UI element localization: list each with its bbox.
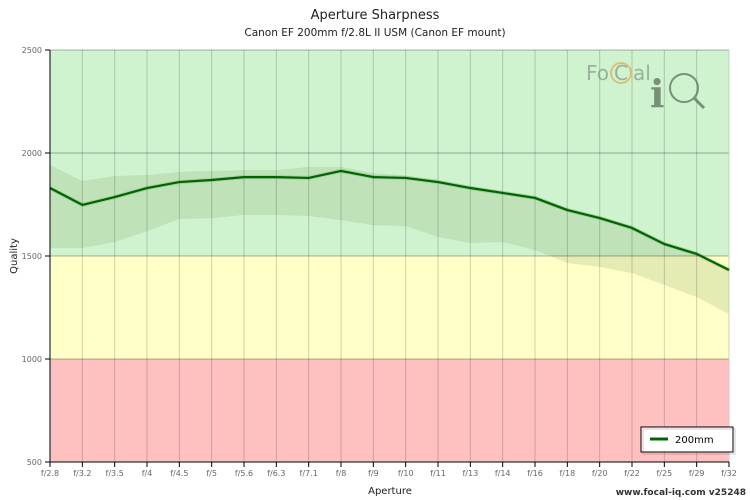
focal-iq-logo: Fo C al i [586,61,706,116]
chart-title: Aperture Sharpness [310,8,440,23]
x-tick-label: f/3.5 [106,469,124,478]
x-tick-label: f/22 [624,469,640,478]
x-tick-label: f/32 [721,469,737,478]
y-tick-label: 2000 [22,149,42,158]
svg-text:al: al [633,61,651,85]
x-tick-label: f/13 [462,469,478,478]
x-tick-label: f/4 [142,469,153,478]
x-tick-label: f/3.2 [73,469,91,478]
x-tick-label: f/10 [398,469,414,478]
series-range-band [50,164,729,315]
quality-zone [50,50,729,256]
series-line-200mm [49,169,730,271]
y-tick-label: 1000 [22,355,42,364]
x-tick-label: f/11 [430,469,446,478]
quality-zone [50,256,729,359]
y-tick-label: 500 [27,458,42,467]
x-tick-label: f/14 [495,469,511,478]
quality-zone [50,359,729,462]
chart-subtitle: Canon EF 200mm f/2.8L II USM (Canon EF m… [244,27,506,39]
x-tick-label: f/5 [206,469,217,478]
svg-text:i: i [650,71,664,116]
credit-text: www.focal-iq.com v25248 [615,488,746,498]
svg-text:C: C [614,61,628,85]
x-tick-label: f/29 [689,469,705,478]
x-tick-label: f/6.3 [267,469,285,478]
y-tick-label: 2500 [22,46,42,55]
legend-label-200mm: 200mm [675,435,714,446]
x-tick-label: f/8 [336,469,347,478]
x-tick-label: f/16 [527,469,543,478]
svg-text:Fo: Fo [586,61,609,85]
x-tick-label: f/7.1 [300,469,318,478]
y-tick-label: 1500 [22,252,42,261]
x-axis-label: Aperture [368,486,412,497]
x-tick-label: f/2.8 [41,469,59,478]
x-tick-label: f/25 [656,469,672,478]
x-tick-label: f/18 [559,469,575,478]
x-tick-label: f/9 [368,469,379,478]
y-axis-label: Quality [9,238,20,274]
x-tick-label: f/4.5 [170,469,188,478]
chart-legend: 200mm [640,426,736,455]
x-tick-label: f/5.6 [235,469,253,478]
x-tick-label: f/20 [592,469,608,478]
